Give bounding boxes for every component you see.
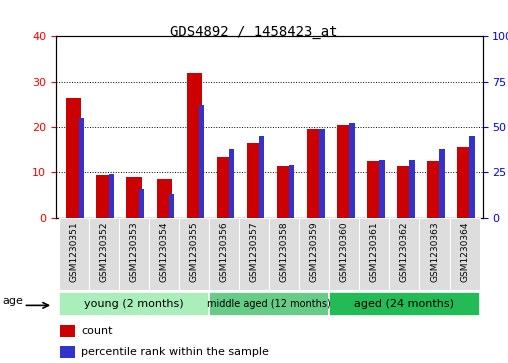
Text: count: count <box>81 326 113 336</box>
Bar <box>216 156 232 218</box>
Bar <box>60 325 75 337</box>
Bar <box>156 179 172 218</box>
Text: GSM1230355: GSM1230355 <box>189 221 199 282</box>
Bar <box>89 218 119 290</box>
Text: GSM1230359: GSM1230359 <box>310 221 319 282</box>
Text: aged (24 months): aged (24 months) <box>355 299 455 309</box>
Bar <box>239 218 269 290</box>
Bar <box>409 160 415 218</box>
Bar <box>139 189 144 218</box>
Text: middle aged (12 months): middle aged (12 months) <box>207 299 331 309</box>
Bar <box>390 218 420 290</box>
Bar <box>186 73 202 218</box>
Text: age: age <box>3 296 24 306</box>
Bar <box>337 125 352 218</box>
Bar <box>469 136 475 218</box>
Bar <box>367 161 382 218</box>
Bar <box>450 218 480 290</box>
Text: percentile rank within the sample: percentile rank within the sample <box>81 347 269 357</box>
Bar <box>379 160 385 218</box>
Bar <box>289 165 295 218</box>
Bar <box>439 149 444 218</box>
Bar <box>229 149 234 218</box>
Bar <box>59 218 89 290</box>
Text: GSM1230358: GSM1230358 <box>280 221 289 282</box>
Text: GDS4892 / 1458423_at: GDS4892 / 1458423_at <box>170 25 338 40</box>
Bar <box>199 105 204 218</box>
Text: GSM1230362: GSM1230362 <box>400 221 409 282</box>
Bar <box>60 346 75 358</box>
Bar <box>59 292 209 316</box>
Bar <box>209 218 239 290</box>
Bar <box>209 292 329 316</box>
Bar <box>420 218 450 290</box>
Bar <box>277 166 292 218</box>
Bar <box>179 218 209 290</box>
Bar <box>359 218 390 290</box>
Bar <box>397 166 412 218</box>
Text: GSM1230361: GSM1230361 <box>370 221 379 282</box>
Bar <box>307 129 322 218</box>
Bar <box>457 147 472 218</box>
Bar <box>259 136 265 218</box>
Bar <box>169 194 174 218</box>
Bar <box>319 129 325 218</box>
Bar <box>149 218 179 290</box>
Text: GSM1230351: GSM1230351 <box>70 221 78 282</box>
Bar <box>109 174 114 218</box>
Text: GSM1230354: GSM1230354 <box>160 221 169 282</box>
Text: GSM1230357: GSM1230357 <box>250 221 259 282</box>
Text: GSM1230356: GSM1230356 <box>219 221 229 282</box>
Bar <box>67 98 81 218</box>
Bar <box>79 118 84 218</box>
Text: GSM1230364: GSM1230364 <box>460 221 469 282</box>
Bar <box>427 161 442 218</box>
Text: GSM1230353: GSM1230353 <box>130 221 139 282</box>
Bar <box>126 177 142 218</box>
Bar <box>269 218 299 290</box>
Bar <box>247 143 262 218</box>
Bar <box>97 175 111 218</box>
Text: GSM1230360: GSM1230360 <box>340 221 349 282</box>
Bar <box>349 123 355 218</box>
Text: GSM1230363: GSM1230363 <box>430 221 439 282</box>
Bar <box>299 218 329 290</box>
Text: GSM1230352: GSM1230352 <box>100 221 109 282</box>
Bar <box>329 292 480 316</box>
Bar <box>119 218 149 290</box>
Text: young (2 months): young (2 months) <box>84 299 184 309</box>
Bar <box>329 218 359 290</box>
